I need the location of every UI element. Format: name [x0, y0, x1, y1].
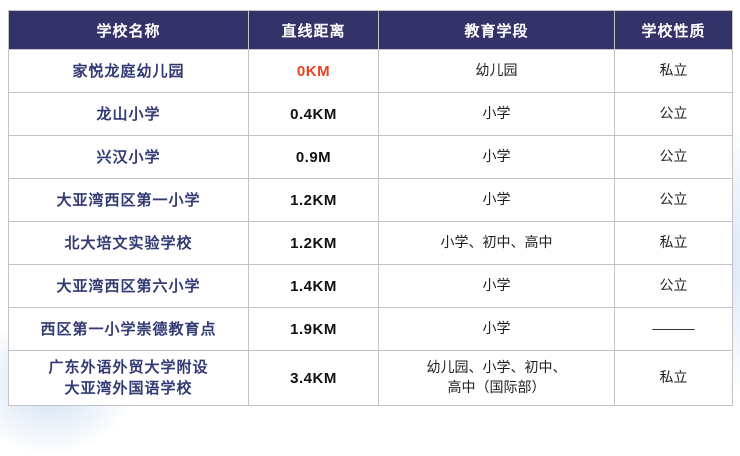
header-row: 学校名称 直线距离 教育学段 学校性质 [8, 10, 733, 50]
table-row: 北大培文实验学校 1.2KM 小学、初中、高中 私立 [8, 221, 733, 265]
cell-school-nature: 公立 [614, 135, 733, 179]
cell-distance: 1.2KM [248, 221, 379, 265]
header-education-stage: 教育学段 [378, 10, 615, 50]
cell-education-stage: 幼儿园 [378, 49, 615, 93]
table-row: 兴汉小学 0.9M 小学 公立 [8, 135, 733, 179]
table-row: 西区第一小学崇德教育点 1.9KM 小学 ——— [8, 307, 733, 351]
cell-school-name: 北大培文实验学校 [8, 221, 249, 265]
cell-education-stage: 小学 [378, 92, 615, 136]
table-row: 家悦龙庭幼儿园 0KM 幼儿园 私立 [8, 49, 733, 93]
header-school-nature: 学校性质 [614, 10, 733, 50]
cell-school-name: 龙山小学 [8, 92, 249, 136]
cell-distance: 0.9M [248, 135, 379, 179]
cell-school-nature: 私立 [614, 221, 733, 265]
cell-education-stage: 小学、初中、高中 [378, 221, 615, 265]
cell-distance: 1.4KM [248, 264, 379, 308]
cell-distance: 3.4KM [248, 350, 379, 406]
cell-education-stage: 小学 [378, 264, 615, 308]
cell-education-stage: 小学 [378, 135, 615, 179]
school-distance-table: 学校名称 直线距离 教育学段 学校性质 家悦龙庭幼儿园 0KM 幼儿园 私立 龙山小学 0… [8, 10, 733, 406]
header-school-name: 学校名称 [8, 10, 249, 50]
cell-school-name: 大亚湾西区第一小学 [8, 178, 249, 222]
cell-distance: 1.9KM [248, 307, 379, 351]
table-row: 大亚湾西区第一小学 1.2KM 小学 公立 [8, 178, 733, 222]
header-distance: 直线距离 [248, 10, 379, 50]
table-row: 大亚湾西区第六小学 1.4KM 小学 公立 [8, 264, 733, 308]
cell-education-stage: 小学 [378, 178, 615, 222]
cell-education-stage: 小学 [378, 307, 615, 351]
cell-school-nature: ——— [614, 307, 733, 351]
cell-school-nature: 公立 [614, 92, 733, 136]
cell-education-stage: 幼儿园、小学、初中、 高中（国际部） [378, 350, 615, 406]
cell-school-name: 兴汉小学 [8, 135, 249, 179]
cell-school-name: 西区第一小学崇德教育点 [8, 307, 249, 351]
cell-distance: 0.4KM [248, 92, 379, 136]
table-row: 龙山小学 0.4KM 小学 公立 [8, 92, 733, 136]
cell-school-nature: 私立 [614, 350, 733, 406]
cell-school-name: 家悦龙庭幼儿园 [8, 49, 249, 93]
table-header: 学校名称 直线距离 教育学段 学校性质 [8, 10, 733, 50]
cell-school-nature: 公立 [614, 264, 733, 308]
school-table-body: 家悦龙庭幼儿园 0KM 幼儿园 私立 龙山小学 0.4KM 小学 公立 兴汉小学 0.9M 小学 公立… [8, 49, 733, 406]
table-row: 广东外语外贸大学附设 大亚湾外国语学校 3.4KM 幼儿园、小学、初中、 高中（国际… [8, 350, 733, 406]
cell-school-name: 大亚湾西区第六小学 [8, 264, 249, 308]
cell-school-nature: 公立 [614, 178, 733, 222]
cell-school-nature: 私立 [614, 49, 733, 93]
cell-school-name: 广东外语外贸大学附设 大亚湾外国语学校 [8, 350, 249, 406]
cell-distance: 1.2KM [248, 178, 379, 222]
cell-distance: 0KM [248, 49, 379, 93]
